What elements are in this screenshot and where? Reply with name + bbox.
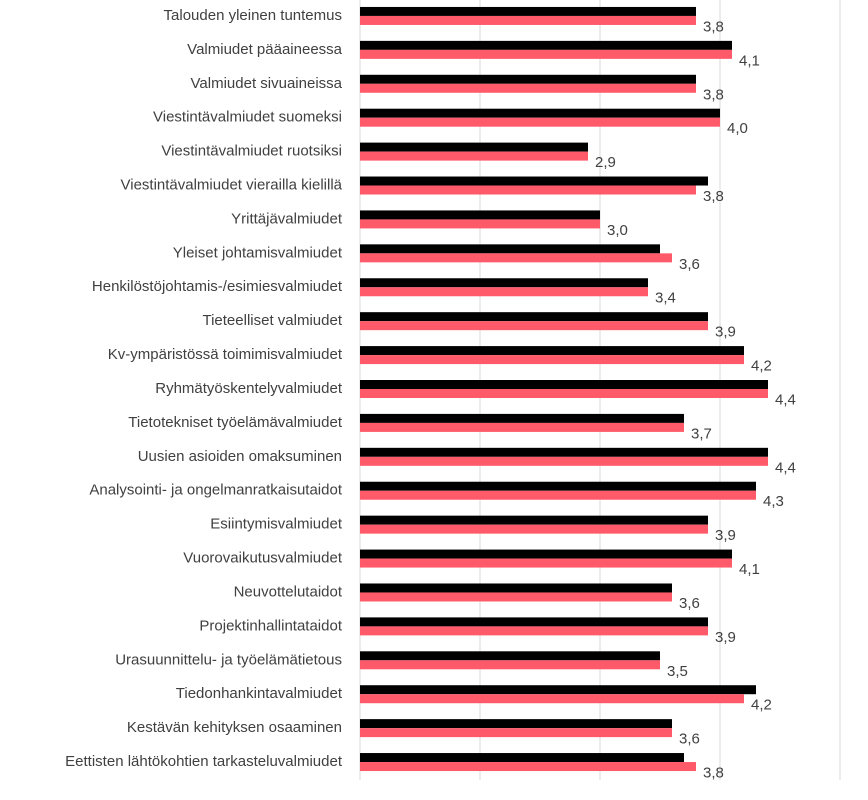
y-tick-label: Tiedonhankintavalmiudet (176, 685, 343, 702)
bar (360, 481, 756, 491)
data-label: 4,3 (763, 493, 784, 510)
y-tick-label: Talouden yleinen tuntemus (164, 7, 342, 24)
bar (360, 321, 708, 331)
bar (360, 413, 684, 423)
bar (360, 40, 732, 50)
y-tick-label: Analysointi- ja ongelmanratkaisutaidot (89, 482, 342, 499)
y-tick-label: Uusien asioiden omaksuminen (138, 448, 342, 465)
bar (360, 617, 708, 627)
y-tick-label: Neuvottelutaidot (234, 583, 343, 600)
bar (360, 210, 600, 220)
data-label: 3,9 (715, 324, 736, 341)
data-label: 3,8 (703, 86, 724, 103)
bar (360, 549, 732, 559)
bar (360, 762, 696, 772)
bar (360, 6, 696, 16)
data-label: 2,9 (595, 154, 616, 171)
data-label: 3,8 (703, 188, 724, 205)
data-label: 3,6 (679, 256, 700, 273)
data-label: 4,4 (775, 459, 796, 476)
y-tick-label: Projektinhallintataidot (199, 617, 342, 634)
bar (360, 108, 720, 118)
bar (360, 524, 708, 534)
data-label: 4,1 (739, 52, 760, 69)
bar (360, 660, 660, 670)
bar (360, 685, 756, 695)
y-tick-label: Viestintävalmiudet suomeksi (153, 109, 342, 126)
data-label: 3,6 (679, 731, 700, 748)
y-tick-label: Yleiset johtamisvalmiudet (173, 244, 343, 261)
bar (360, 49, 732, 59)
y-tick-label: Valmiudet sivuaineissa (191, 75, 343, 92)
data-label: 3,7 (691, 425, 712, 442)
y-tick-label: Yrittäjävalmiudet (231, 210, 343, 227)
y-tick-label: Tietotekniset työelämävalmiudet (128, 414, 343, 431)
y-tick-label: Eettisten lähtökohtien tarkasteluvalmiud… (65, 753, 343, 770)
bar (360, 447, 768, 457)
bar (360, 355, 744, 365)
data-label: 3,5 (667, 663, 688, 680)
y-tick-label: Kestävän kehityksen osaaminen (127, 719, 342, 736)
bar (360, 456, 768, 466)
bar (360, 74, 696, 84)
y-tick-label: Urasuunnittelu- ja työelämätietous (115, 651, 342, 668)
bar (360, 583, 672, 593)
y-tick-label: Valmiudet pääaineessa (187, 41, 342, 58)
bar (360, 312, 708, 322)
bar (360, 651, 660, 661)
bar (360, 728, 672, 738)
bar (360, 151, 588, 161)
y-tick-label: Vuorovaikutusvalmiudet (183, 550, 343, 567)
bar (360, 346, 744, 356)
data-label: 4,2 (751, 697, 772, 714)
bar (360, 753, 684, 763)
y-tick-label: Kv-ympäristössä toimimisvalmiudet (108, 346, 343, 363)
bar (360, 142, 588, 152)
y-tick-label: Henkilöstöjohtamis-/esimiesvalmiudet (92, 278, 343, 295)
data-label: 4,2 (751, 358, 772, 375)
y-tick-label: Viestintävalmiudet vierailla kielillä (121, 176, 343, 193)
bar (360, 380, 768, 389)
bar (360, 422, 684, 432)
bar (360, 117, 720, 127)
bar (360, 558, 732, 568)
data-label: 3,8 (703, 18, 724, 35)
y-tick-label: Viestintävalmiudet ruotsiksi (161, 143, 342, 160)
data-label: 4,4 (775, 391, 796, 408)
bar (360, 253, 672, 263)
y-tick-label: Ryhmätyöskentelyvalmiudet (155, 380, 343, 397)
bar (360, 244, 660, 254)
bar (360, 185, 696, 195)
bar (360, 83, 696, 93)
data-label: 3,9 (715, 629, 736, 646)
bar (360, 389, 768, 398)
bar (360, 176, 708, 186)
bar (360, 490, 756, 500)
data-label: 4,1 (739, 561, 760, 578)
data-label: 3,0 (607, 222, 628, 239)
data-label: 3,6 (679, 595, 700, 612)
bar (360, 592, 672, 602)
data-label: 3,9 (715, 527, 736, 544)
bar (360, 278, 648, 288)
data-label: 3,8 (703, 765, 724, 782)
bar (360, 515, 708, 525)
y-tick-label: Esiintymisvalmiudet (210, 516, 343, 533)
bar (360, 287, 648, 297)
bar (360, 219, 600, 229)
data-label: 4,0 (727, 120, 748, 137)
bar (360, 626, 708, 636)
data-label: 3,4 (655, 290, 676, 307)
bar (360, 719, 672, 729)
y-tick-label: Tieteelliset valmiudet (202, 312, 342, 329)
bar (360, 694, 744, 704)
bar (360, 15, 696, 25)
